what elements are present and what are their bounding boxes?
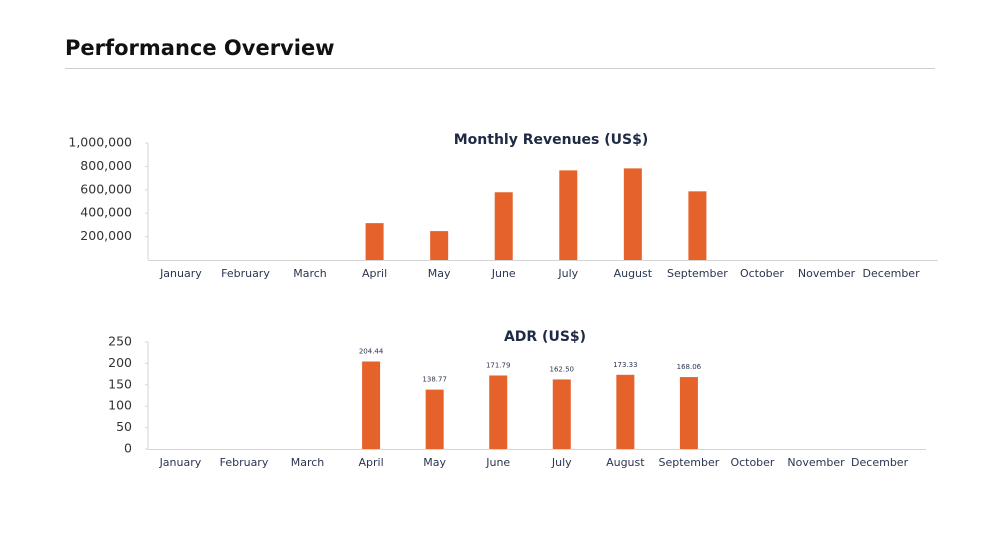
x-tick-label: June (491, 267, 516, 280)
y-tick-label: 50 (116, 419, 132, 434)
x-tick-label: October (730, 456, 774, 469)
x-tick-label: January (159, 456, 202, 469)
chart-title: ADR (US$) (504, 329, 586, 345)
x-tick-label: November (787, 456, 845, 469)
x-tick-label: February (221, 267, 270, 280)
x-tick-label: April (362, 267, 387, 280)
x-tick-label: March (291, 456, 325, 469)
bar (616, 374, 635, 449)
x-tick-label: August (614, 267, 653, 280)
y-tick-label: 250 (108, 334, 132, 349)
value-label: 173.33 (613, 361, 638, 369)
x-tick-label: June (485, 456, 510, 469)
x-tick-label: October (740, 267, 784, 280)
bar (494, 192, 513, 260)
x-tick-label: September (667, 267, 728, 280)
y-tick-label: 1,000,000 (68, 135, 132, 150)
y-tick-label: 0 (124, 441, 132, 456)
x-tick-label: July (557, 267, 578, 280)
x-tick-label: February (220, 456, 269, 469)
chart-title: Monthly Revenues (US$) (454, 132, 649, 148)
bar (362, 361, 381, 449)
x-tick-label: April (359, 456, 384, 469)
bar (679, 377, 698, 449)
x-tick-label: July (551, 456, 572, 469)
x-tick-label: November (798, 267, 856, 280)
x-tick-label: May (428, 267, 451, 280)
bar (623, 168, 642, 260)
x-tick-label: August (606, 456, 645, 469)
y-tick-label: 150 (108, 376, 132, 391)
bar (552, 379, 571, 449)
value-label: 204.44 (359, 347, 384, 355)
y-tick-label: 100 (108, 398, 132, 413)
y-tick-label: 200,000 (80, 228, 132, 243)
x-tick-label: January (159, 267, 202, 280)
bar (430, 231, 449, 260)
value-label: 171.79 (486, 361, 511, 369)
value-label: 168.06 (677, 363, 702, 371)
bar (489, 375, 508, 449)
y-tick-label: 200 (108, 355, 132, 370)
y-tick-label: 600,000 (80, 181, 132, 196)
x-tick-label: December (863, 267, 921, 280)
x-tick-label: September (658, 456, 719, 469)
x-tick-label: December (851, 456, 909, 469)
y-tick-label: 800,000 (80, 158, 132, 173)
bar (365, 223, 384, 260)
value-label: 162.50 (550, 365, 575, 373)
x-tick-label: March (293, 267, 327, 280)
x-tick-label: May (423, 456, 446, 469)
page-title: Performance Overview (65, 36, 335, 60)
bar (559, 170, 578, 260)
y-tick-label: 400,000 (80, 205, 132, 220)
value-label: 138.77 (422, 376, 447, 384)
bar (425, 389, 444, 449)
bar (688, 191, 707, 260)
